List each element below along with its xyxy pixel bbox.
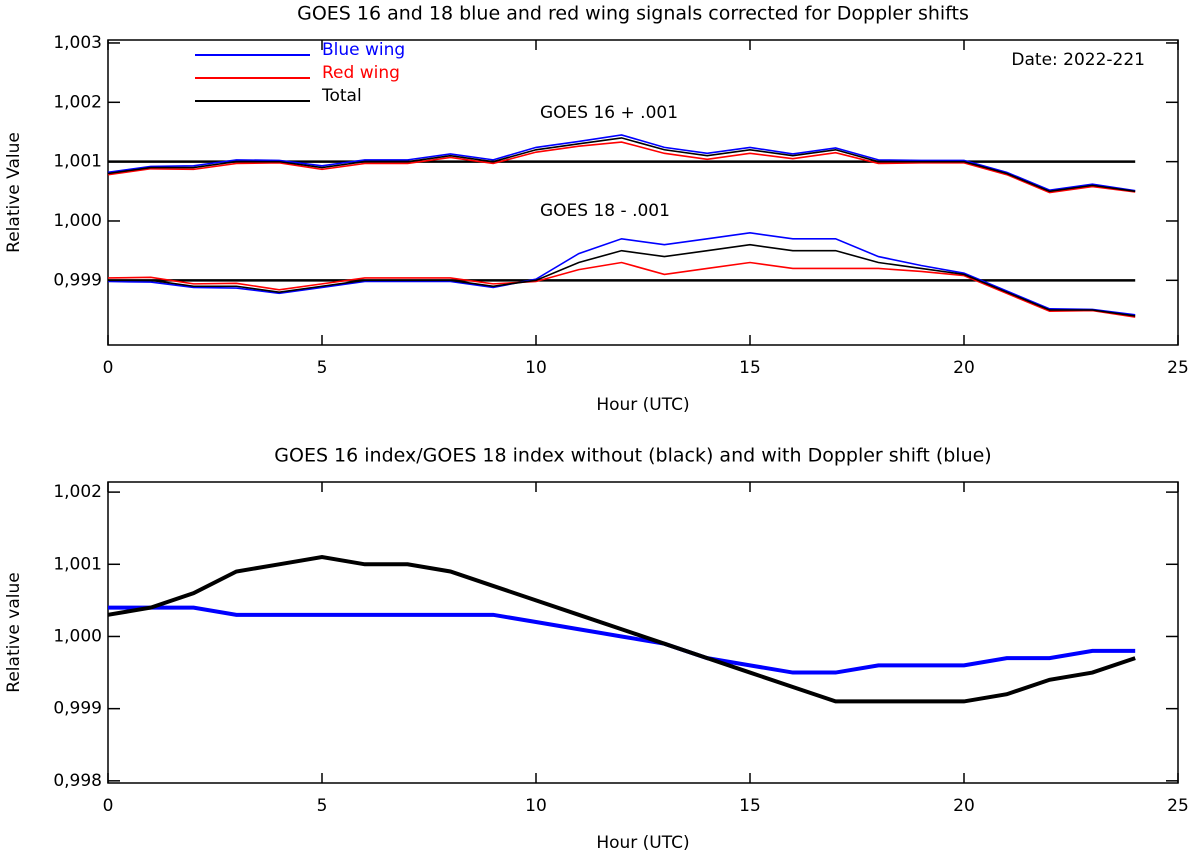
x-tick-label: 0 <box>103 796 114 816</box>
y-tick-label: 1,002 <box>53 92 102 112</box>
y-tick-label: 1,000 <box>53 626 102 646</box>
y-axis-label: Relative Value <box>4 132 24 253</box>
series-line <box>107 137 1136 193</box>
y-tick-label: 1,003 <box>53 33 102 53</box>
x-tick-label: 0 <box>103 358 114 378</box>
legend-label: Blue wing <box>322 40 405 60</box>
legend-label: Total <box>321 86 362 106</box>
x-tick-label: 5 <box>317 358 328 378</box>
plot-frame <box>107 39 1179 346</box>
y-tick-label: 1,001 <box>53 554 102 574</box>
x-tick-label: 5 <box>317 796 328 816</box>
x-tick-label: 15 <box>739 796 761 816</box>
series-line <box>107 555 1136 704</box>
series-line <box>107 134 1136 192</box>
y-tick-label: 0,999 <box>53 270 102 290</box>
y-tick-label: 1,001 <box>53 152 102 172</box>
annotation: GOES 18 - .001 <box>540 201 670 221</box>
chart-title: GOES 16 index/GOES 18 index without (bla… <box>274 445 991 467</box>
y-tick-label: 0,999 <box>53 699 102 719</box>
x-tick-label: 15 <box>739 358 761 378</box>
x-axis-label: Hour (UTC) <box>596 395 689 415</box>
x-tick-label: 20 <box>953 358 975 378</box>
series-line <box>107 141 1136 194</box>
y-tick-label: 1,000 <box>53 211 102 231</box>
x-tick-label: 10 <box>525 796 547 816</box>
date-label: Date: 2022-221 <box>1011 50 1145 70</box>
x-tick-label: 20 <box>953 796 975 816</box>
y-axis-label: Relative value <box>4 572 24 692</box>
series-line <box>107 261 1136 318</box>
plot-frame <box>107 481 1179 784</box>
x-tick-label: 25 <box>1167 796 1189 816</box>
series-line <box>107 232 1136 316</box>
chart-title: GOES 16 and 18 blue and red wing signals… <box>297 3 969 25</box>
x-axis-label: Hour (UTC) <box>596 833 689 853</box>
y-tick-label: 0,998 <box>53 771 102 791</box>
legend-label: Red wing <box>322 63 400 83</box>
annotation: GOES 16 + .001 <box>540 103 678 123</box>
series-line <box>108 605 1136 675</box>
x-tick-label: 10 <box>525 358 547 378</box>
x-tick-label: 25 <box>1167 358 1189 378</box>
y-tick-label: 1,002 <box>53 482 102 502</box>
series-line <box>108 243 1136 317</box>
